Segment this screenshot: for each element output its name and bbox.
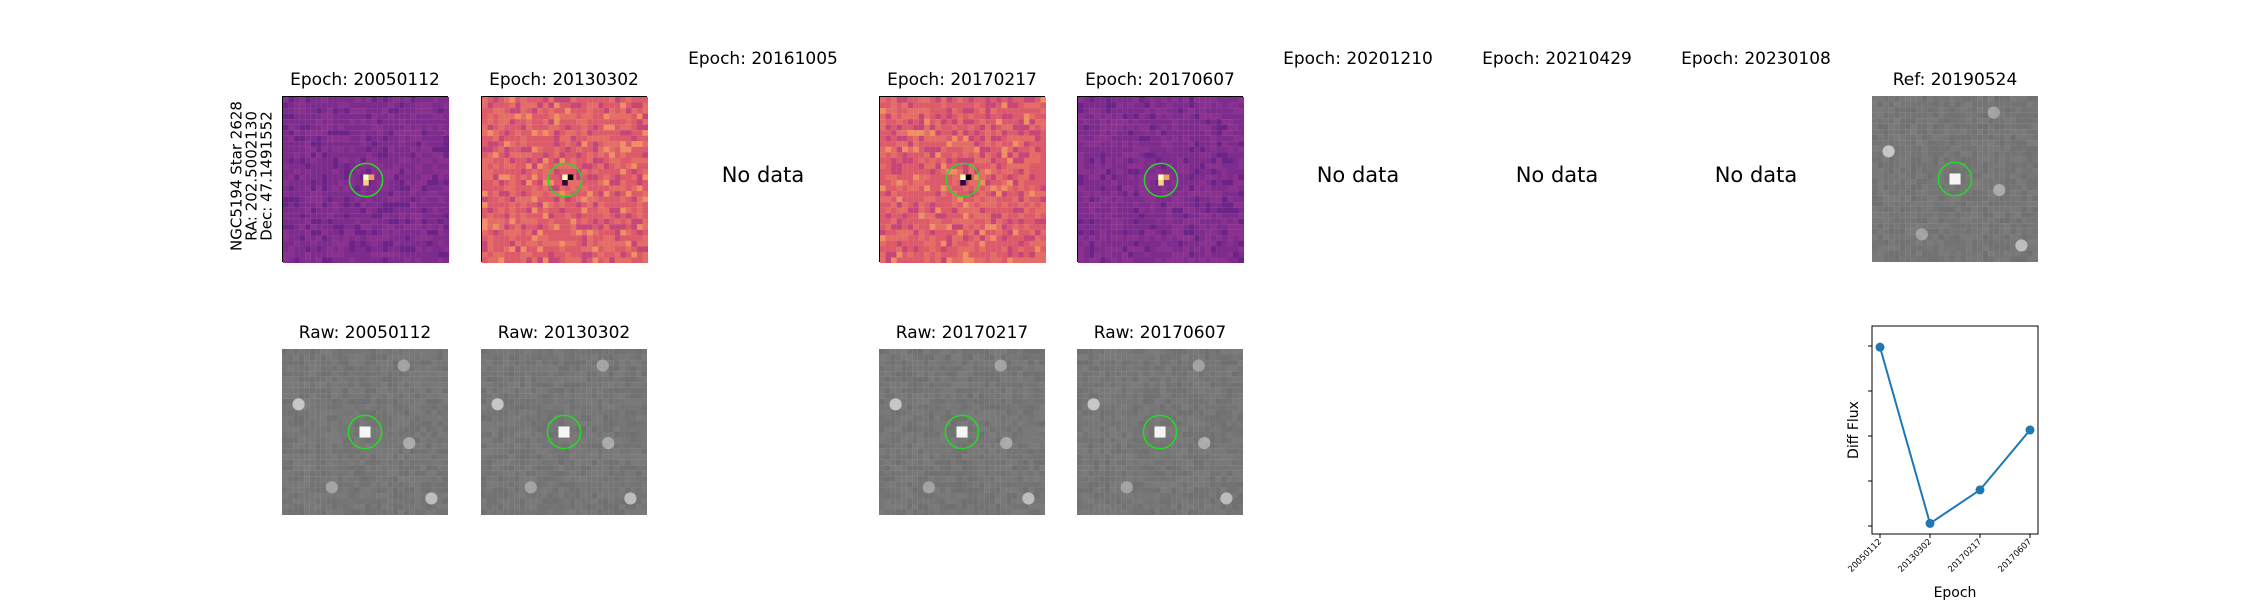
target-marker-circle <box>347 414 383 450</box>
stamp-image <box>481 349 647 515</box>
no-data-label: No data <box>1316 163 1400 187</box>
panel-title: Raw: 20130302 <box>497 323 631 343</box>
target-marker-circle <box>944 414 980 450</box>
target-marker-circle <box>1937 161 1973 197</box>
data-point <box>1875 342 1885 352</box>
difference-stamp <box>481 96 648 263</box>
panel-title: Raw: 20170607 <box>1093 323 1227 343</box>
stamp-image <box>283 97 449 263</box>
raw-stamp <box>282 349 448 515</box>
series-line <box>1879 346 2031 526</box>
x-tick-label: 20170607 <box>1996 537 2034 575</box>
x-axis-label: Epoch <box>1934 585 1977 600</box>
no-data-label: No data <box>1515 163 1599 187</box>
axes-frame <box>1871 325 2039 535</box>
panel-title: Epoch: 20210429 <box>1482 49 1632 69</box>
panel-title: Epoch: 20161005 <box>688 49 838 69</box>
panel-title: Raw: 20050112 <box>298 323 432 343</box>
reference-stamp <box>1872 96 2038 262</box>
stamp-image <box>1872 96 2038 262</box>
stamp-image <box>1078 97 1244 263</box>
difference-stamp <box>879 96 1046 263</box>
panel-title: Raw: 20170217 <box>895 323 1029 343</box>
panel-title: Ref: 20190524 <box>1892 70 2018 90</box>
difference-stamp <box>282 96 449 263</box>
panel-title: Epoch: 20130302 <box>489 70 639 90</box>
raw-stamp <box>879 349 1045 515</box>
no-data-label: No data <box>721 163 805 187</box>
panel-title: Epoch: 20230108 <box>1681 49 1831 69</box>
stamp-image <box>282 349 448 515</box>
stamp-image <box>1077 349 1243 515</box>
x-tick-label: 20170217 <box>1946 537 1984 575</box>
target-marker-circle <box>546 414 582 450</box>
panel-title: Epoch: 20050112 <box>290 70 440 90</box>
target-marker-circle <box>547 162 583 198</box>
panel-title: Epoch: 20201210 <box>1283 49 1433 69</box>
panel-title: Epoch: 20170217 <box>887 70 1037 90</box>
target-marker-circle <box>945 162 981 198</box>
data-point <box>1925 518 1935 528</box>
stamp-image <box>879 349 1045 515</box>
stamp-image <box>880 97 1046 263</box>
difference-stamp <box>1077 96 1244 263</box>
target-marker-circle <box>348 162 384 198</box>
raw-stamp <box>481 349 647 515</box>
x-tick-label: 20050112 <box>1846 537 1884 575</box>
data-point <box>1975 485 1985 495</box>
raw-stamp <box>1077 349 1243 515</box>
panel-title: Epoch: 20170607 <box>1085 70 1235 90</box>
target-marker-circle <box>1142 414 1178 450</box>
y-axis-label: Diff Flux <box>1846 401 1862 459</box>
no-data-label: No data <box>1714 163 1798 187</box>
stamp-image <box>482 97 648 263</box>
data-point <box>2025 425 2035 435</box>
x-tick-label: 20130302 <box>1896 537 1934 575</box>
target-marker-circle <box>1143 162 1179 198</box>
